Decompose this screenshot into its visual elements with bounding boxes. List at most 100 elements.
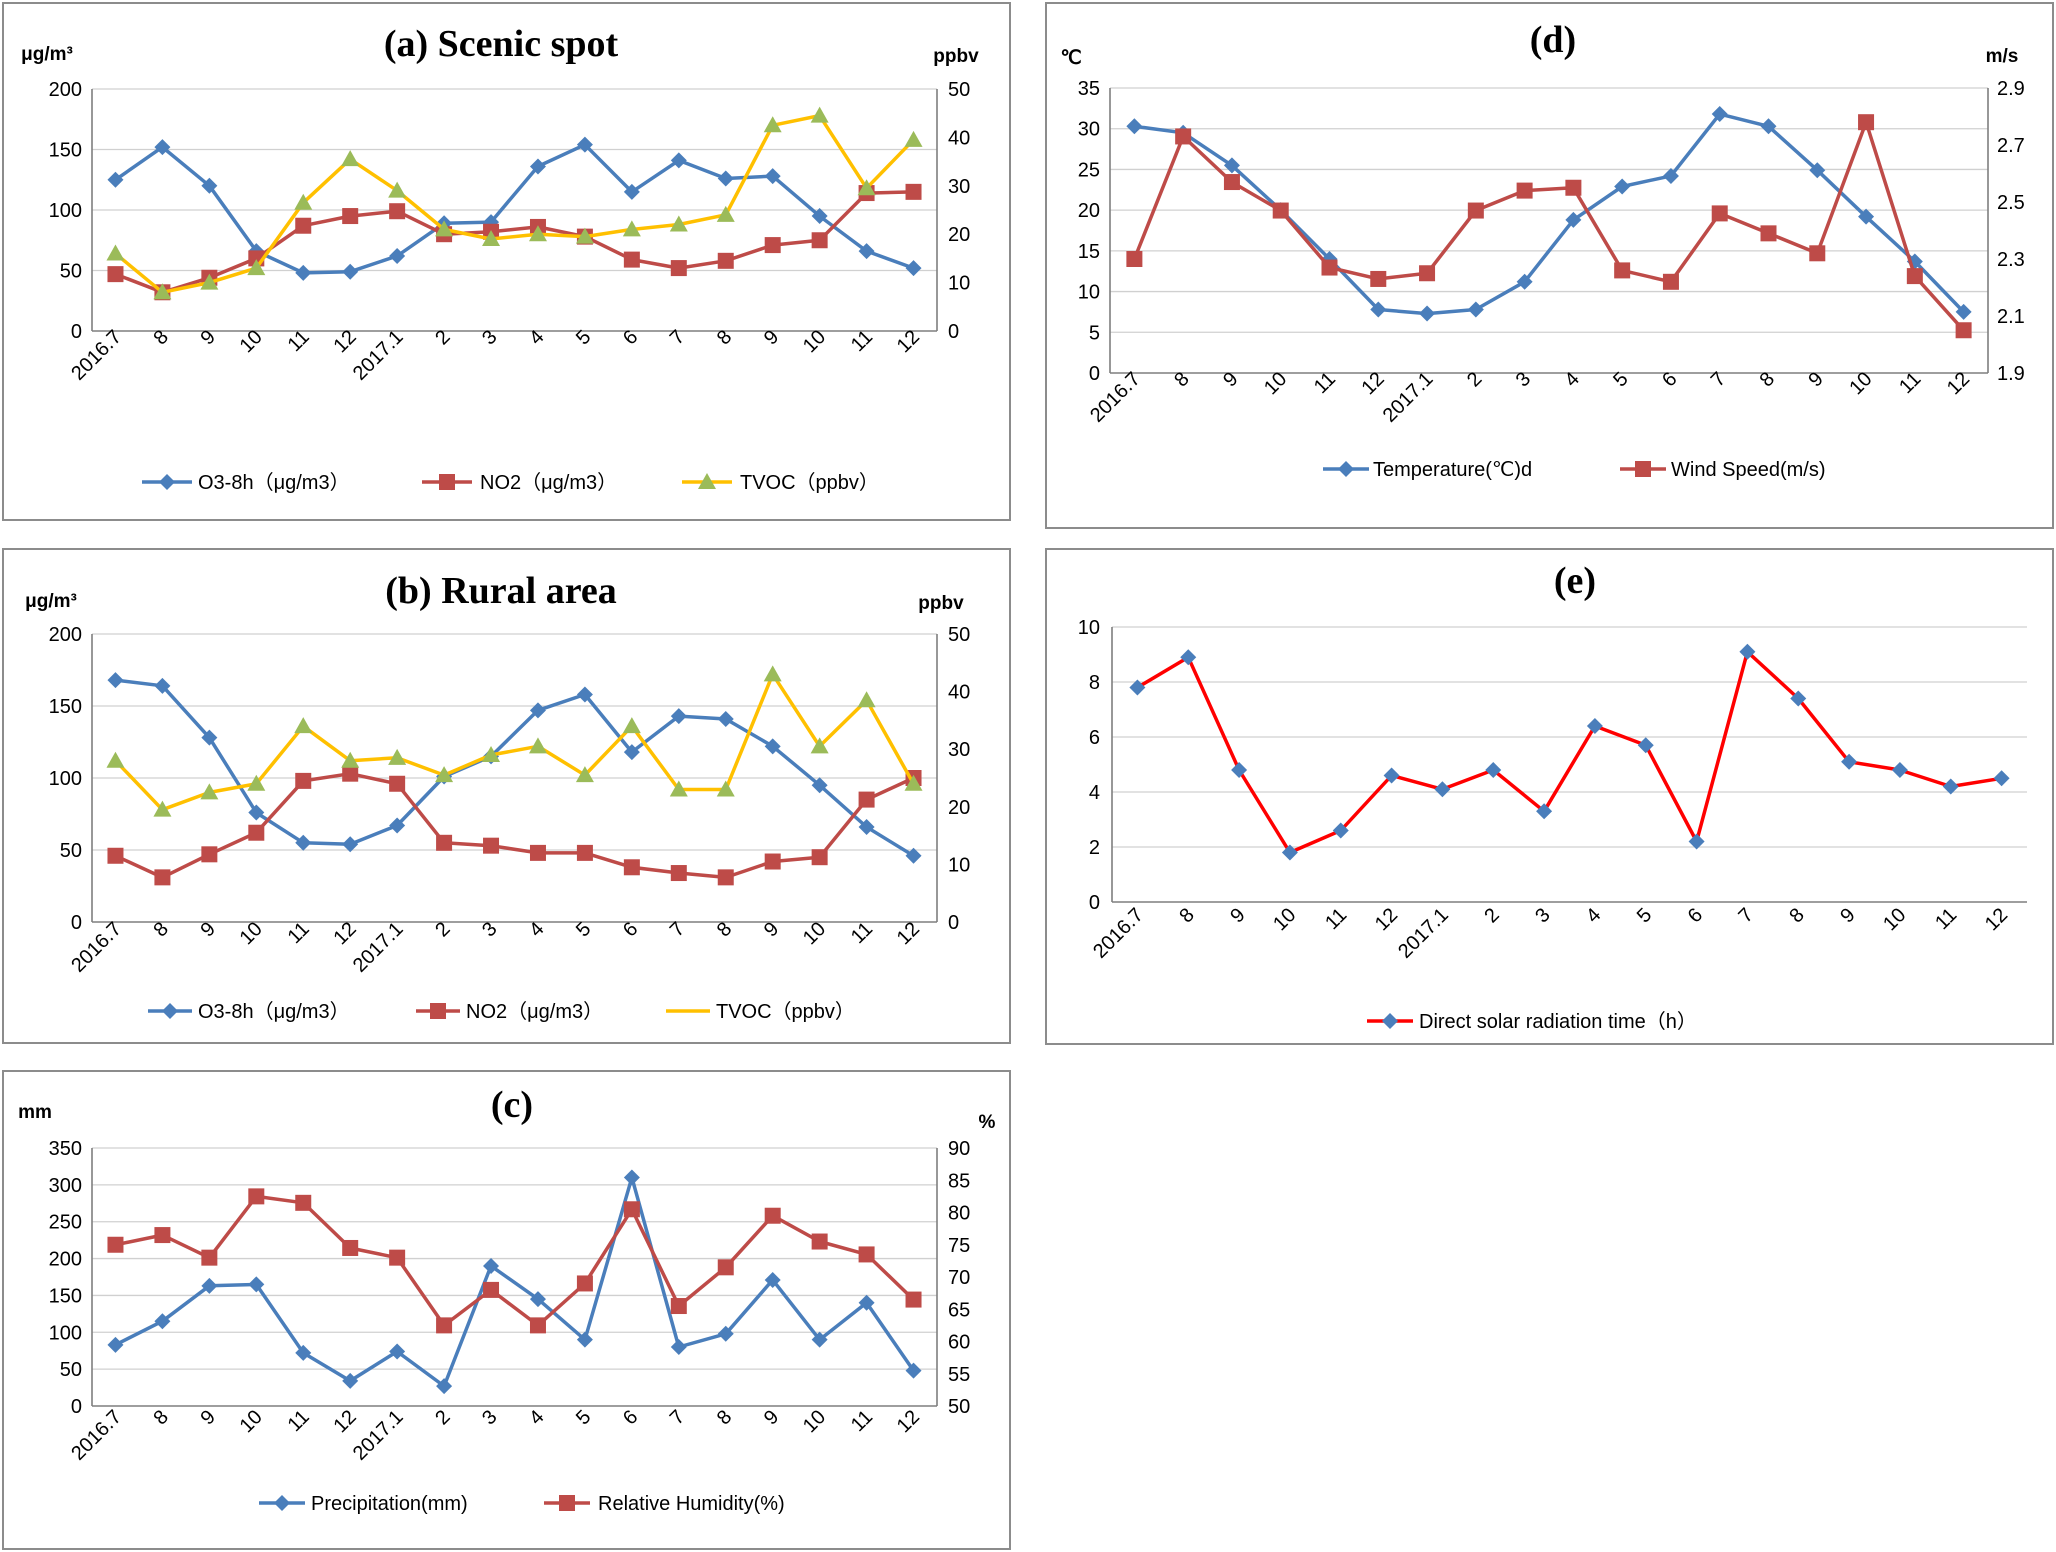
data-point [858, 791, 875, 808]
data-point [1955, 303, 1972, 320]
data-point [811, 777, 828, 794]
panel-c-frame [2, 1070, 1011, 1550]
diamond-marker-icon [159, 474, 175, 490]
data-point [1906, 268, 1923, 285]
data-point [482, 230, 501, 247]
left-axis-tick-label: 200 [49, 624, 82, 646]
data-point [717, 170, 734, 187]
left-axis-tick-label: 100 [49, 200, 82, 222]
data-point [763, 665, 782, 682]
left-axis-tick-label: 0 [1089, 363, 1100, 385]
data-point [342, 836, 359, 853]
data-point [764, 1207, 781, 1224]
data-point [1485, 762, 1502, 778]
panel-b-left-unit: μg/m³ [25, 591, 77, 612]
panel-a-right-unit: ppbv [933, 46, 979, 67]
data-point [342, 208, 359, 225]
panel-c: (c) mm % 0 50 100 150 200 250 300 350 50 55 60 65 70… [2, 1070, 1011, 1550]
data-point [342, 765, 359, 782]
data-point [764, 168, 781, 185]
series-line [114, 142, 915, 275]
data-point [1688, 833, 1705, 850]
data-point [294, 717, 313, 734]
data-point [201, 1277, 218, 1294]
data-point [811, 1233, 828, 1250]
data-point [1809, 245, 1826, 262]
right-axis-tick-label: 2.9 [1997, 78, 2025, 100]
right-axis-tick-label: 40 [948, 682, 970, 704]
data-point [295, 772, 312, 789]
right-axis-tick-label: 2.3 [1997, 249, 2025, 271]
left-axis-tick-label: 50 [60, 261, 82, 283]
data-point [858, 1294, 875, 1311]
panel-e-title: (e) [1554, 560, 1596, 602]
legend-label-o3: O3-8h（μg/m3） [198, 471, 350, 494]
right-axis-tick-label: 80 [948, 1203, 970, 1225]
series-line [1136, 650, 2002, 855]
series-line [114, 113, 915, 295]
series-line [1132, 120, 1965, 332]
data-point [716, 205, 735, 222]
right-axis-tick-label: 2.5 [1997, 192, 2025, 214]
data-point [1434, 781, 1451, 798]
left-axis-tick-label: 100 [49, 768, 82, 790]
right-axis-tick-label: 50 [948, 1396, 970, 1418]
legend-item-wind-speed: Wind Speed(m/s) [1620, 459, 1826, 481]
panel-d-legend: Temperature(℃)d Wind Speed(m/s) [1323, 459, 1826, 481]
left-axis-tick-label: 5 [1089, 322, 1100, 344]
data-point [1321, 259, 1338, 276]
square-marker-icon [1635, 461, 1651, 477]
data-point [905, 847, 922, 864]
legend-item-tvoc: TVOC（ppbv） [666, 1000, 855, 1023]
data-point [576, 844, 593, 861]
legend-item-no2: NO2（μg/m3） [422, 471, 617, 494]
left-axis-tick-label: 0 [71, 1396, 82, 1418]
data-point [1467, 202, 1484, 219]
data-point [247, 259, 266, 276]
data-point [107, 266, 124, 283]
data-point [154, 869, 171, 886]
data-point [576, 1331, 593, 1348]
data-point [670, 1298, 687, 1315]
data-point [1180, 649, 1197, 666]
panel-c-left-unit: mm [18, 1102, 52, 1123]
data-point [576, 1275, 593, 1292]
series-line [115, 678, 915, 858]
panel-a-frame [2, 2, 1011, 521]
data-point [1129, 679, 1146, 696]
left-axis-tick-label: 8 [1089, 672, 1100, 694]
data-point [389, 203, 406, 220]
series-line [114, 672, 916, 812]
panel-a: (a) Scenic spot μg/m³ ppbv 0 50 100 150 200 0… [2, 2, 1011, 521]
data-point [1223, 174, 1240, 191]
data-point [669, 215, 688, 232]
data-point [576, 686, 593, 703]
data-point [294, 193, 313, 210]
legend-label-tvoc: TVOC（ppbv） [716, 1000, 855, 1023]
data-point [1332, 822, 1349, 839]
data-point [200, 273, 219, 290]
data-point [858, 243, 875, 260]
data-point [483, 1281, 500, 1298]
data-point [248, 1188, 265, 1205]
data-point [388, 181, 407, 198]
legend-item-o3: O3-8h（μg/m3） [148, 1000, 350, 1023]
square-marker-icon [559, 1495, 575, 1511]
data-point [529, 158, 546, 175]
data-point [1516, 273, 1533, 290]
data-point [528, 737, 547, 754]
data-point [764, 738, 781, 755]
right-axis-tick-label: 75 [948, 1235, 970, 1257]
data-point [905, 1362, 922, 1379]
right-axis-tick-label: 20 [948, 797, 970, 819]
data-point [154, 139, 171, 156]
data-point [1383, 767, 1400, 784]
data-point [248, 1276, 265, 1293]
data-point [436, 1378, 453, 1395]
diamond-marker-icon [1338, 461, 1354, 477]
left-axis-tick-label: 300 [49, 1175, 82, 1197]
right-axis-tick-label: 0 [948, 321, 959, 343]
diamond-marker-icon [162, 1003, 178, 1019]
left-axis-tick-label: 15 [1078, 241, 1100, 263]
data-point [905, 1291, 922, 1308]
